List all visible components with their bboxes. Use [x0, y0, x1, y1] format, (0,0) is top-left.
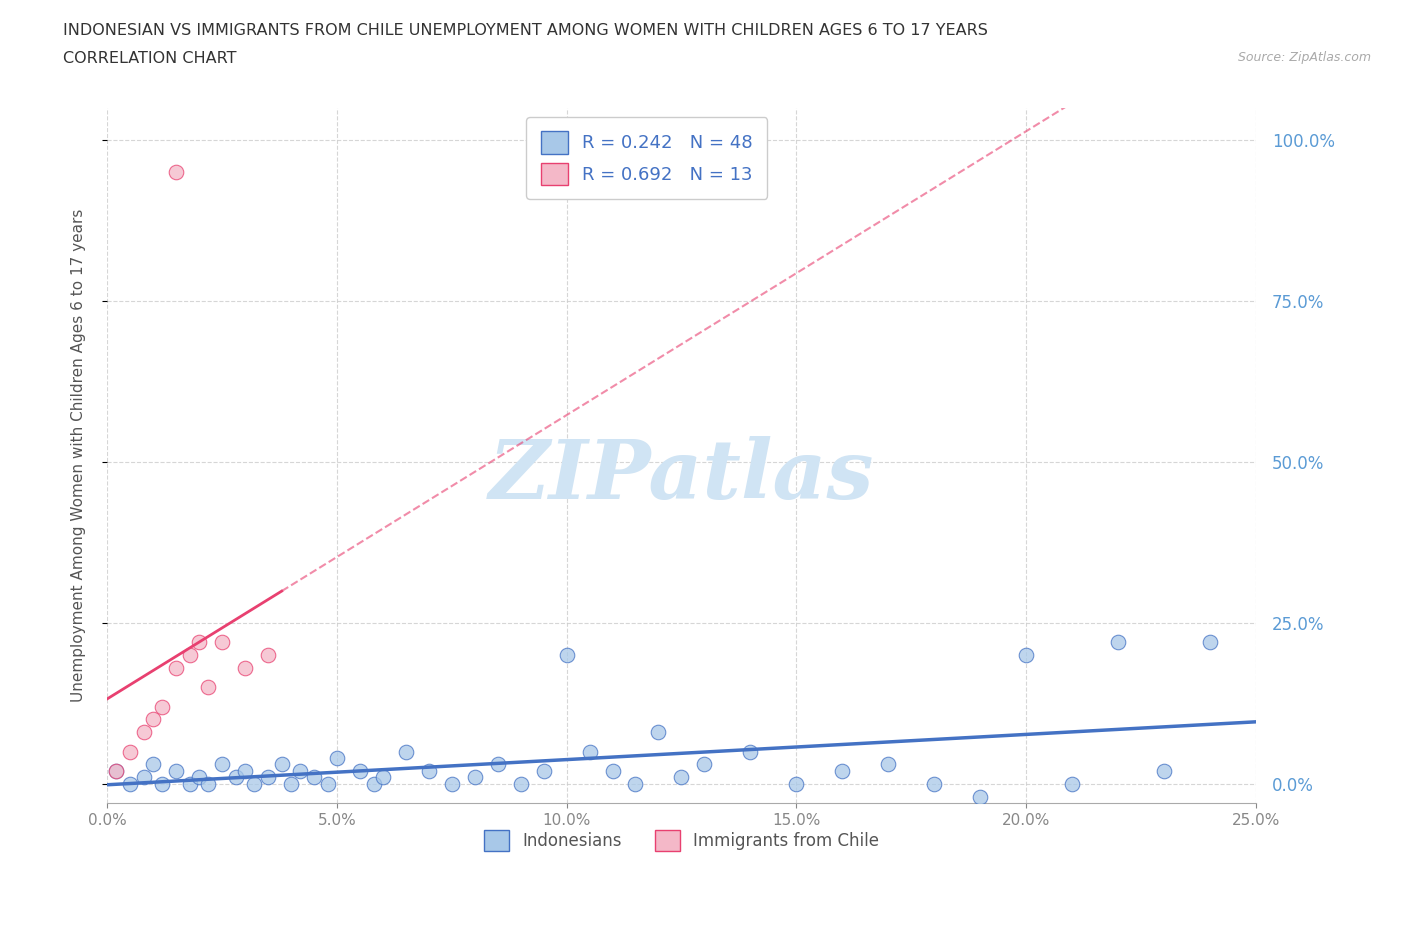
Point	[418, 764, 440, 778]
Point	[486, 757, 509, 772]
Point	[225, 770, 247, 785]
Point	[257, 770, 280, 785]
Point	[831, 764, 853, 778]
Point	[165, 764, 187, 778]
Point	[197, 680, 219, 695]
Y-axis label: Unemployment Among Women with Children Ages 6 to 17 years: Unemployment Among Women with Children A…	[72, 209, 86, 702]
Point	[671, 770, 693, 785]
Point	[288, 764, 311, 778]
Legend: Indonesians, Immigrants from Chile: Indonesians, Immigrants from Chile	[477, 824, 886, 857]
Point	[132, 770, 155, 785]
Point	[1107, 635, 1129, 650]
Point	[395, 744, 418, 759]
Point	[118, 777, 141, 791]
Point	[118, 744, 141, 759]
Point	[302, 770, 325, 785]
Point	[243, 777, 266, 791]
Point	[132, 724, 155, 739]
Point	[233, 660, 256, 675]
Point	[1060, 777, 1083, 791]
Point	[533, 764, 555, 778]
Point	[1153, 764, 1175, 778]
Point	[179, 647, 201, 662]
Text: CORRELATION CHART: CORRELATION CHART	[63, 51, 236, 66]
Point	[1015, 647, 1038, 662]
Point	[150, 699, 173, 714]
Point	[165, 660, 187, 675]
Point	[509, 777, 531, 791]
Point	[142, 757, 165, 772]
Point	[578, 744, 600, 759]
Point	[1198, 635, 1220, 650]
Point	[316, 777, 339, 791]
Point	[602, 764, 624, 778]
Text: INDONESIAN VS IMMIGRANTS FROM CHILE UNEMPLOYMENT AMONG WOMEN WITH CHILDREN AGES : INDONESIAN VS IMMIGRANTS FROM CHILE UNEM…	[63, 23, 988, 38]
Point	[647, 724, 669, 739]
Point	[555, 647, 578, 662]
Point	[740, 744, 762, 759]
Text: ZIPatlas: ZIPatlas	[489, 436, 875, 516]
Point	[349, 764, 371, 778]
Point	[280, 777, 302, 791]
Point	[326, 751, 349, 765]
Point	[105, 764, 128, 778]
Point	[142, 712, 165, 727]
Point	[179, 777, 201, 791]
Point	[922, 777, 945, 791]
Point	[197, 777, 219, 791]
Text: Source: ZipAtlas.com: Source: ZipAtlas.com	[1237, 51, 1371, 64]
Point	[877, 757, 900, 772]
Point	[233, 764, 256, 778]
Point	[211, 635, 233, 650]
Point	[464, 770, 486, 785]
Point	[624, 777, 647, 791]
Point	[188, 635, 211, 650]
Point	[363, 777, 385, 791]
Point	[211, 757, 233, 772]
Point	[188, 770, 211, 785]
Point	[270, 757, 292, 772]
Point	[969, 790, 991, 804]
Point	[440, 777, 463, 791]
Point	[693, 757, 716, 772]
Point	[257, 647, 280, 662]
Point	[165, 165, 187, 179]
Point	[785, 777, 807, 791]
Point	[105, 764, 128, 778]
Point	[150, 777, 173, 791]
Point	[371, 770, 394, 785]
